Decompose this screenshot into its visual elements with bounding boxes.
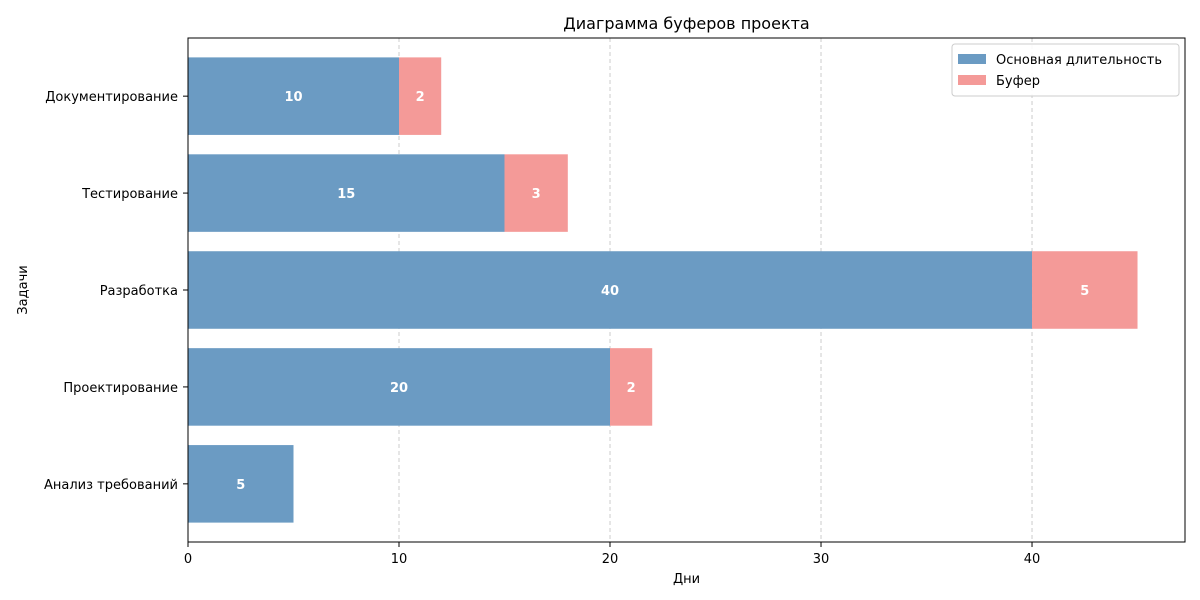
legend-swatch <box>958 54 986 64</box>
bar-main-duration-label: 5 <box>236 478 245 493</box>
bar-buffer <box>504 154 568 232</box>
bar-main-duration <box>188 57 400 135</box>
x-tick-label: 40 <box>1024 552 1041 567</box>
x-axis: 0 10 20 30 40 <box>184 542 1040 567</box>
y-tick-label: Тестирование <box>81 187 178 202</box>
bar-buffer-label: 5 <box>1080 284 1089 299</box>
bar-main-duration <box>188 348 611 426</box>
bar-main-duration-label: 20 <box>390 381 408 396</box>
x-tick-label: 10 <box>391 552 408 567</box>
x-tick-label: 20 <box>602 552 619 567</box>
y-tick-label: Анализ требований <box>44 478 178 493</box>
bar-buffer <box>399 57 442 135</box>
y-tick-label: Проектирование <box>63 381 178 396</box>
bar-main-duration-label: 15 <box>337 187 355 202</box>
legend-box <box>951 43 1180 97</box>
bar-main-duration-label: 40 <box>601 284 619 299</box>
bar-buffer <box>610 348 653 426</box>
x-axis-title: Дни <box>673 572 700 587</box>
bar-main-duration <box>188 445 294 523</box>
y-tick-label: Разработка <box>100 284 178 299</box>
x-tick-label: 0 <box>184 552 192 567</box>
y-tick-label: Документирование <box>45 90 178 105</box>
bar-buffer-label: 3 <box>532 187 541 202</box>
bar-main-duration <box>188 251 1033 329</box>
bar-buffer-label: 2 <box>416 90 425 105</box>
bars-layer: 5 20 2 40 5 15 3 10 2 <box>188 57 1138 523</box>
legend-swatch <box>958 75 986 85</box>
y-axis-title: Задачи <box>16 265 31 314</box>
legend-label: Основная длительность <box>996 53 1162 68</box>
bar-main-duration <box>188 154 505 232</box>
bar-buffer-label: 2 <box>627 381 636 396</box>
y-axis: Анализ требований Проектирование Разработк… <box>44 90 188 493</box>
legend: Основная длительность Буфер <box>951 43 1180 97</box>
chart-title: Диаграмма буферов проекта <box>563 14 809 33</box>
bar-main-duration-label: 10 <box>284 90 302 105</box>
x-tick-label: 30 <box>813 552 830 567</box>
legend-label: Буфер <box>996 74 1040 89</box>
bar-buffer <box>1032 251 1138 329</box>
